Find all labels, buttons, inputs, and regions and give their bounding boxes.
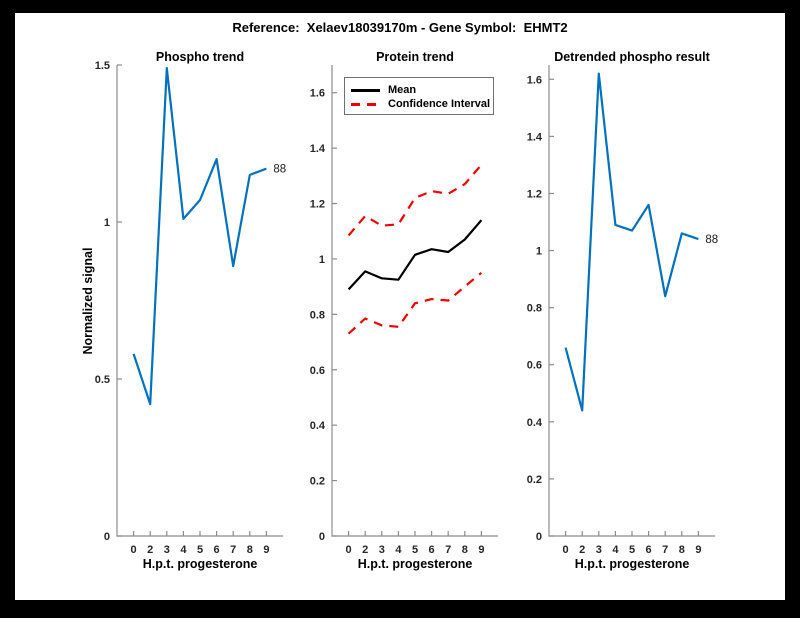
svg-text:0.6: 0.6 xyxy=(527,360,542,372)
svg-text:2: 2 xyxy=(579,544,585,556)
svg-text:0: 0 xyxy=(536,531,542,543)
subplot-title-phospho-trend: Phospho trend xyxy=(155,50,245,64)
svg-text:5: 5 xyxy=(412,544,418,556)
svg-text:8: 8 xyxy=(462,544,468,556)
legend-row-confidence-interval: Confidence Interval xyxy=(351,97,493,111)
svg-text:8: 8 xyxy=(247,544,253,556)
legend-label-confidence-interval: Confidence Interval xyxy=(388,98,491,110)
svg-text:1: 1 xyxy=(104,217,110,229)
svg-text:9: 9 xyxy=(478,544,484,556)
svg-text:0: 0 xyxy=(346,544,352,556)
svg-text:4: 4 xyxy=(612,544,619,556)
svg-text:8: 8 xyxy=(679,544,685,556)
svg-text:0: 0 xyxy=(319,531,325,543)
svg-text:1: 1 xyxy=(536,246,542,258)
svg-text:6: 6 xyxy=(646,544,652,556)
svg-text:1.6: 1.6 xyxy=(527,74,542,86)
svg-text:0: 0 xyxy=(104,531,110,543)
svg-text:2: 2 xyxy=(147,544,153,556)
svg-text:0.2: 0.2 xyxy=(310,476,325,488)
svg-text:3: 3 xyxy=(596,544,602,556)
svg-text:0.6: 0.6 xyxy=(310,365,325,377)
legend-box: Mean Confidence Interval xyxy=(344,77,494,115)
svg-text:1.2: 1.2 xyxy=(310,199,325,211)
svg-text:0.5: 0.5 xyxy=(95,374,110,386)
matlab-figure-canvas: Reference: Xelaev18039170m - Gene Symbol… xyxy=(15,13,785,600)
svg-text:1.6: 1.6 xyxy=(310,88,325,100)
legend-line-confidence-interval-icon xyxy=(351,102,380,106)
svg-text:5: 5 xyxy=(629,544,635,556)
svg-text:3: 3 xyxy=(164,544,170,556)
svg-text:7: 7 xyxy=(445,544,451,556)
x-axis-label-2: H.p.t. progesterone xyxy=(357,557,473,571)
svg-text:6: 6 xyxy=(214,544,220,556)
svg-text:0: 0 xyxy=(563,544,569,556)
svg-text:3: 3 xyxy=(379,544,385,556)
svg-text:1.4: 1.4 xyxy=(310,143,326,155)
svg-text:0.4: 0.4 xyxy=(310,420,326,432)
svg-text:7: 7 xyxy=(230,544,236,556)
svg-text:1.2: 1.2 xyxy=(527,188,542,200)
svg-text:0.2: 0.2 xyxy=(527,474,542,486)
x-axis-label-1: H.p.t. progesterone xyxy=(142,557,258,571)
svg-text:4: 4 xyxy=(395,544,402,556)
legend-row-mean: Mean xyxy=(351,83,493,97)
legend-label-mean: Mean xyxy=(388,84,417,96)
x-axis-label-3: H.p.t. progesterone xyxy=(574,557,690,571)
svg-text:1: 1 xyxy=(319,254,325,266)
subplot-title-protein-trend: Protein trend xyxy=(376,50,454,64)
svg-text:9: 9 xyxy=(263,544,269,556)
svg-text:5: 5 xyxy=(197,544,203,556)
legend-line-mean-icon xyxy=(351,88,380,92)
svg-text:0.4: 0.4 xyxy=(527,417,543,429)
svg-text:0.8: 0.8 xyxy=(310,309,325,321)
svg-text:2: 2 xyxy=(362,544,368,556)
y-axis-label-normalized-signal: Normalized signal xyxy=(81,247,95,355)
svg-text:1.4: 1.4 xyxy=(527,131,543,143)
svg-text:88: 88 xyxy=(705,234,718,246)
svg-text:9: 9 xyxy=(695,544,701,556)
svg-text:88: 88 xyxy=(273,164,286,176)
subplot-title-detrended-phospho: Detrended phospho result xyxy=(554,50,710,64)
svg-text:6: 6 xyxy=(429,544,435,556)
svg-text:0: 0 xyxy=(131,544,137,556)
svg-text:0.8: 0.8 xyxy=(527,303,542,315)
svg-text:4: 4 xyxy=(180,544,187,556)
svg-text:7: 7 xyxy=(662,544,668,556)
figure-title: Reference: Xelaev18039170m - Gene Symbol… xyxy=(232,20,568,35)
